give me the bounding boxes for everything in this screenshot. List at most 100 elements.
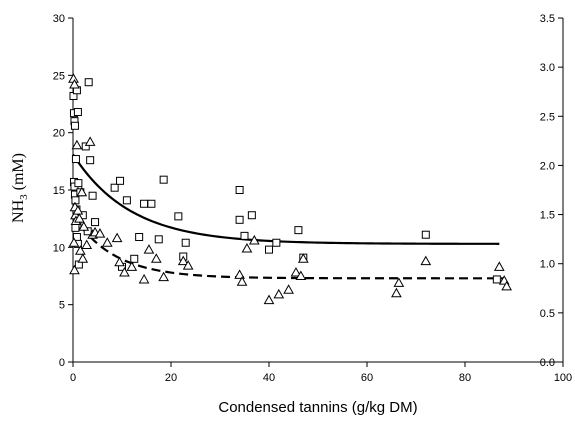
fitted-curves [72,153,505,280]
y-tick-label-right: 2.5 [540,111,555,123]
triangle-marker [69,78,80,89]
triangle-marker [101,237,113,247]
triangle-marker [126,261,138,271]
square-marker [110,183,119,192]
y-tick-label-left: 10 [53,242,65,254]
triangle-marker [94,228,106,238]
triangle-marker [273,288,285,299]
square-marker [122,196,131,205]
ticks: 0 5 10 15 20 25 30 0.0 0.5 1.0 1.5 2.0 2.5 3.0 3.5 0 20 4… [53,13,572,384]
triangle-marker [143,244,155,254]
y-axis-title-sub: 3 [18,194,30,200]
square-marker [265,245,273,254]
triangle-marker [119,267,130,277]
square-marker [81,142,90,151]
triangle-marker [420,255,432,266]
x-tick-label: 0 [70,372,76,384]
triangle-marker [71,139,83,150]
square-marker [91,218,100,227]
y-axis-title: NH3 (mM) [10,153,30,223]
triangle-marker [114,256,125,267]
triangle-marker [177,255,189,266]
square-marker [174,212,183,221]
square-marker [84,78,93,87]
square-marker [116,176,125,185]
triangle-marker [182,260,194,270]
x-tick-label: 100 [554,372,572,384]
square-marker [181,238,190,247]
square-marker [73,108,82,117]
triangle-marker [241,242,253,253]
square-marker [235,186,244,194]
triangle-marker [78,221,90,231]
y-tick-label-right: 3.0 [540,62,555,74]
y-tick-label-left: 15 [53,185,65,197]
y-axis-title-main: NH [10,199,27,223]
triangle-marker [158,271,170,282]
fitted-curve-solid [72,153,500,245]
y-tick-label-right: 0.0 [540,357,555,369]
x-axis-title: Condensed tannins (g/kg DM) [218,399,417,416]
square-marker [272,238,281,247]
triangle-marker [234,269,245,279]
square-marker [294,226,303,235]
triangle-marker [81,239,93,250]
triangle-marker [77,253,89,263]
triangle-marker [236,276,248,286]
square-marker [421,230,430,239]
y-tick-label-right: 2.0 [540,160,555,172]
triangle-marker [72,205,84,215]
square-marker [71,223,80,232]
x-tick-label: 80 [459,372,471,384]
triangle-marker [290,267,302,277]
triangle-marker [297,253,309,263]
square-marker [74,179,83,188]
y-tick-label-left: 0 [59,357,65,369]
x-tick-label: 20 [165,372,177,384]
y-tick-label-left: 5 [59,300,65,312]
square-marker [247,211,256,220]
square-marker [71,155,80,164]
y-tick-label-left: 30 [53,13,65,25]
square-marker [83,227,92,236]
square-marker [492,275,501,284]
triangle-marker [74,213,85,223]
axes [72,18,564,363]
square-marker [240,231,249,240]
y-tick-label-right: 3.5 [540,13,555,25]
y-tick-label-left: 25 [53,70,65,82]
triangle-marker [68,237,80,247]
y-axis-title-rest: (mM) [10,153,27,194]
triangle-marker [111,232,123,243]
x-tick-label: 40 [263,372,275,384]
y-tick-label-right: 1.0 [540,259,555,271]
square-marker [147,199,156,208]
triangle-marker [84,136,96,146]
x-tick-label: 60 [361,372,373,384]
triangle-marker [493,261,505,271]
triangle-marker [138,273,150,284]
triangle-marker [248,234,260,245]
square-marker [135,233,144,242]
y-tick-label-right: 1.5 [540,210,555,222]
triangle-marker [295,270,307,280]
y-tick-label-left: 20 [53,128,65,140]
square-marker [154,235,163,244]
data-points [68,73,513,305]
square-marker [86,156,95,165]
triangle-marker [150,253,162,263]
square-marker [235,215,244,224]
y-tick-label-right: 0.5 [540,308,555,320]
triangle-marker [69,264,80,275]
triangle-marker [391,287,402,298]
square-marker [140,199,149,208]
square-marker [88,191,97,200]
triangle-marker [74,245,86,255]
square-marker [130,254,139,263]
triangle-marker [393,277,405,287]
triangle-marker [263,294,275,305]
square-marker [70,121,79,130]
triangle-marker [283,284,294,294]
triangle-marker [501,280,513,291]
triangle-marker [76,186,88,197]
